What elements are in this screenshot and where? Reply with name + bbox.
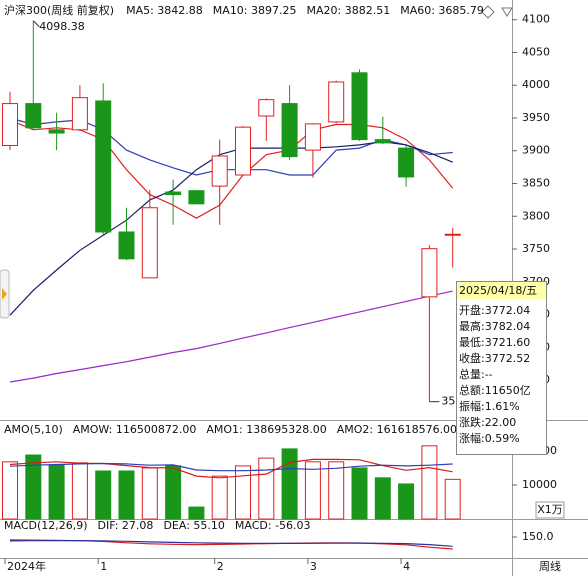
y-tick-label: 3850 bbox=[522, 177, 550, 190]
volume-bar bbox=[328, 461, 345, 520]
volume-bar bbox=[188, 506, 205, 520]
candle-body bbox=[444, 233, 461, 236]
max-pointer bbox=[32, 20, 40, 28]
tooltip: 2025/04/18/五 开盘:3772.04 最高:3782.04 最低:3721… bbox=[456, 281, 547, 455]
volume-bar bbox=[258, 457, 275, 520]
volume-bar bbox=[421, 445, 438, 520]
x-tick-label: 2 bbox=[217, 560, 224, 573]
x-tick-label: 2024年 bbox=[7, 559, 46, 573]
candle-body bbox=[188, 190, 205, 205]
candle-body bbox=[328, 81, 345, 123]
candle-body bbox=[165, 191, 182, 196]
min-label: 35 bbox=[441, 395, 455, 408]
tooltip-row: 开盘:3772.04 bbox=[459, 303, 530, 317]
volume-bar bbox=[118, 470, 135, 520]
volume-bar bbox=[211, 475, 228, 520]
candle-body bbox=[258, 99, 275, 117]
volume-bar bbox=[48, 464, 65, 520]
candle-body bbox=[25, 103, 42, 129]
line-series bbox=[9, 290, 453, 383]
legend-entry: MA60: 3685.79 bbox=[400, 4, 484, 17]
max-label: 4098.38 bbox=[39, 20, 85, 33]
volume-title: AMO(5,10) bbox=[4, 423, 63, 436]
period-label[interactable]: 周线 bbox=[539, 559, 561, 573]
tooltip-row: 总量:-- bbox=[459, 367, 493, 381]
legend-entry: MA10: 3897.25 bbox=[213, 4, 297, 17]
diamond-icon[interactable] bbox=[481, 5, 495, 19]
candle-body bbox=[141, 207, 158, 279]
volume-bar bbox=[398, 483, 415, 520]
y-tick-label: 3800 bbox=[522, 209, 550, 222]
volume-bar bbox=[351, 467, 368, 520]
volume-bar bbox=[235, 465, 251, 520]
candle-body bbox=[48, 129, 65, 134]
legend-entry: AMO2: 161618576.00 bbox=[337, 423, 457, 436]
candle-body bbox=[281, 103, 298, 158]
side-tab-arrow bbox=[2, 288, 7, 300]
y-tick-label: 150.0 bbox=[522, 530, 554, 543]
chart-title: 沪深300(周线 前复权) bbox=[4, 3, 114, 17]
tooltip-row: 涨跌:22.00 bbox=[459, 415, 516, 429]
candle-body bbox=[211, 155, 228, 187]
y-tick-label: 3950 bbox=[522, 111, 550, 124]
volume-bar bbox=[165, 465, 182, 520]
tooltip-row: 最高:3782.04 bbox=[459, 319, 530, 333]
candle-body bbox=[374, 139, 391, 144]
y-tick-label: 4050 bbox=[522, 45, 550, 58]
candle-body bbox=[235, 126, 251, 176]
y-tick-label: 10000 bbox=[522, 478, 557, 491]
volume-bar bbox=[25, 454, 42, 520]
y-tick-label: 3750 bbox=[522, 242, 550, 255]
volume-bar bbox=[374, 477, 391, 520]
filter-icon[interactable] bbox=[501, 7, 513, 17]
legend-entry: MA20: 3882.51 bbox=[307, 4, 391, 17]
legend-entry: AMOW: 116500872.00 bbox=[73, 423, 197, 436]
legend-entry: DEA: 55.10 bbox=[163, 519, 224, 532]
volume-bar bbox=[95, 470, 112, 520]
volume-bar bbox=[304, 461, 321, 520]
candle-body bbox=[2, 103, 18, 147]
line-series bbox=[9, 462, 453, 472]
legend-entry: DIF: 27.08 bbox=[98, 519, 154, 532]
volume-bar bbox=[444, 478, 461, 520]
candle-body bbox=[95, 100, 112, 233]
candle-body bbox=[351, 72, 368, 141]
volume-unit: X1万 bbox=[537, 503, 563, 516]
tooltip-row: 总额:11650亿 bbox=[459, 383, 531, 397]
y-tick-label: 4100 bbox=[522, 13, 550, 26]
legend-entry: MACD: -56.03 bbox=[235, 519, 311, 532]
tooltip-row: 最低:3721.60 bbox=[459, 336, 530, 349]
volume-bar bbox=[71, 462, 88, 520]
candle-body bbox=[71, 97, 88, 131]
x-tick-label: 3 bbox=[310, 560, 317, 573]
tooltip-box bbox=[456, 281, 547, 455]
y-tick-label: 3900 bbox=[522, 144, 550, 157]
tooltip-date: 2025/04/18/五 bbox=[459, 284, 537, 297]
volume-bar bbox=[281, 448, 298, 520]
macd-title: MACD(12,26,9) bbox=[4, 519, 88, 532]
volume-bar bbox=[141, 467, 158, 520]
legend-entry: MA5: 3842.88 bbox=[126, 4, 203, 17]
x-tick-label: 4 bbox=[403, 560, 410, 573]
x-tick-label: 1 bbox=[100, 560, 107, 573]
tooltip-row: 振幅:1.61% bbox=[459, 399, 520, 413]
legend-entry: AMO1: 138695328.00 bbox=[206, 423, 326, 436]
line-series bbox=[9, 540, 453, 547]
y-tick-label: 4000 bbox=[522, 78, 550, 91]
tooltip-header bbox=[457, 282, 546, 299]
volume-bar bbox=[2, 461, 18, 520]
line-series bbox=[9, 119, 454, 219]
tooltip-row: 涨幅:0.59% bbox=[459, 432, 520, 445]
candle-body bbox=[304, 123, 321, 151]
unit-box bbox=[535, 501, 565, 519]
candle-body bbox=[398, 147, 415, 178]
candle-body bbox=[421, 248, 438, 298]
candle-body bbox=[118, 231, 135, 260]
tooltip-row: 收盘:3772.52 bbox=[459, 351, 530, 365]
